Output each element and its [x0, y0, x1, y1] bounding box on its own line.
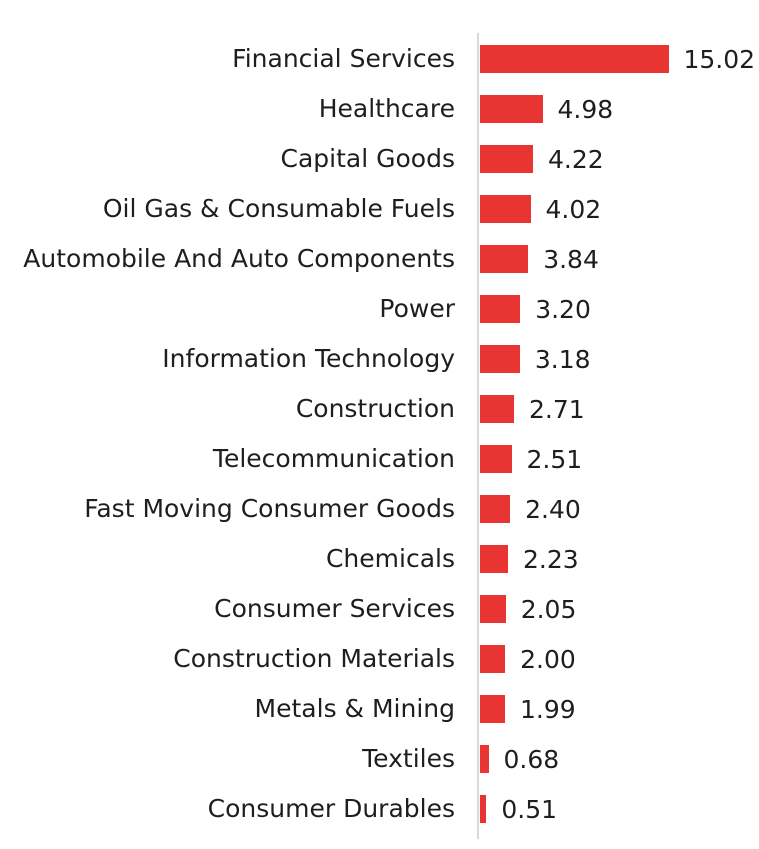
bar [480, 695, 505, 723]
bar [480, 445, 512, 473]
value-label: 3.20 [535, 294, 591, 324]
bar-chart-row: Healthcare 4.98 [0, 84, 759, 134]
bar [480, 395, 514, 423]
category-label: Fast Moving Consumer Goods [84, 494, 455, 523]
bar-area: 1.99 [477, 684, 759, 734]
bar-area: 0.68 [477, 734, 759, 784]
bar [480, 795, 487, 823]
bar-area: 4.98 [477, 84, 759, 134]
value-label: 0.51 [501, 794, 558, 824]
category-label: Power [379, 294, 455, 323]
category-label: Capital Goods [280, 144, 455, 173]
bar [480, 595, 506, 623]
bar-chart-row: Capital Goods 4.22 [0, 134, 759, 184]
bar-chart-row: Construction Materials 2.00 [0, 634, 759, 684]
y-axis-line [477, 33, 479, 839]
bar-area: 2.71 [477, 384, 759, 434]
bar-area: 4.02 [477, 184, 759, 234]
value-label: 2.00 [520, 644, 576, 674]
category-label: Automobile And Auto Components [23, 244, 455, 273]
bar-chart-row: Chemicals 2.23 [0, 534, 759, 584]
value-label: 0.68 [503, 744, 560, 774]
bar [480, 95, 543, 123]
bar-area: 2.00 [477, 634, 759, 684]
category-label: Information Technology [162, 344, 455, 373]
bar [480, 45, 669, 73]
value-label: 2.05 [520, 594, 577, 624]
bar-area: 0.51 [477, 784, 759, 834]
bar [480, 245, 529, 273]
bar [480, 545, 508, 573]
value-label: 1.99 [520, 694, 576, 724]
category-label: Textiles [362, 744, 455, 773]
bar-area: 2.23 [477, 534, 759, 584]
bar-area: 3.20 [477, 284, 759, 334]
bar-chart-row: Fast Moving Consumer Goods 2.40 [0, 484, 759, 534]
bar [480, 745, 489, 773]
bar-chart-row: Telecommunication 2.51 [0, 434, 759, 484]
bar [480, 495, 511, 523]
bar-area: 3.18 [477, 334, 759, 384]
value-label: 3.84 [543, 244, 599, 274]
bar-chart-row: Construction 2.71 [0, 384, 759, 434]
bar-chart-row: Power 3.20 [0, 284, 759, 334]
value-label: 4.98 [557, 94, 614, 124]
category-label: Metals & Mining [254, 694, 455, 723]
bar-chart-row: Consumer Durables 0.51 [0, 784, 759, 834]
category-label: Consumer Durables [207, 794, 455, 823]
bar-area: 2.51 [477, 434, 759, 484]
bar-area: 2.40 [477, 484, 759, 534]
value-label: 2.51 [526, 444, 583, 474]
value-label: 4.02 [545, 194, 602, 224]
bar [480, 345, 520, 373]
bar-area: 3.84 [477, 234, 759, 284]
bar-chart-row: Automobile And Auto Components 3.84 [0, 234, 759, 284]
category-label: Construction [295, 394, 455, 423]
bar-chart-row: Information Technology 3.18 [0, 334, 759, 384]
bar-chart-row: Oil Gas & Consumable Fuels 4.02 [0, 184, 759, 234]
bar [480, 295, 521, 323]
value-label: 15.02 [683, 44, 756, 74]
category-label: Healthcare [318, 94, 455, 123]
bar-area: 15.02 [477, 34, 759, 84]
category-label: Consumer Services [214, 594, 455, 623]
bar-area: 2.05 [477, 584, 759, 634]
value-label: 3.18 [534, 344, 591, 374]
bar [480, 645, 506, 673]
category-label: Financial Services [232, 44, 455, 73]
value-label: 2.71 [529, 394, 585, 424]
category-label: Chemicals [325, 544, 455, 573]
bar-area: 4.22 [477, 134, 759, 184]
category-label: Oil Gas & Consumable Fuels [102, 194, 455, 223]
value-label: 2.23 [523, 544, 579, 574]
bar-chart-row: Consumer Services 2.05 [0, 584, 759, 634]
bar-chart-row: Financial Services 15.02 [0, 34, 759, 84]
category-label: Telecommunication [212, 444, 455, 473]
value-label: 2.40 [525, 494, 581, 524]
bar-chart-row: Textiles 0.68 [0, 734, 759, 784]
bar-chart-rows: Financial Services 15.02 Healthcare 4.98… [0, 34, 759, 834]
value-label: 4.22 [548, 144, 604, 174]
category-label: Construction Materials [173, 644, 455, 673]
bar [480, 195, 531, 223]
bar-chart-row: Metals & Mining 1.99 [0, 684, 759, 734]
bar [480, 145, 533, 173]
